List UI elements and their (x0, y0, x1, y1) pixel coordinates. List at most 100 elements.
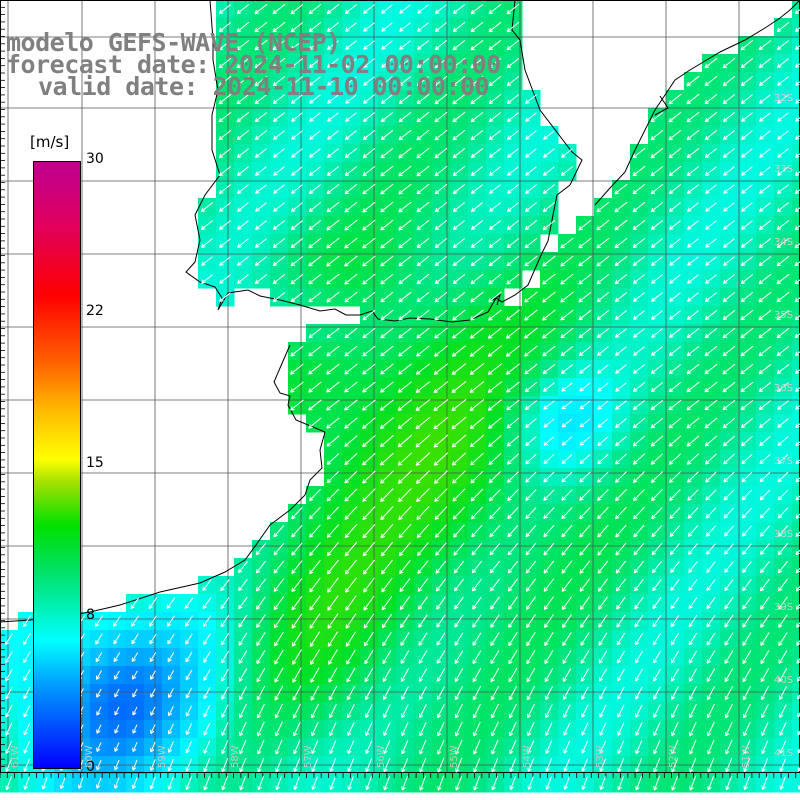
wind-arrow (614, 255, 628, 267)
wind-arrow (434, 75, 448, 87)
wind-arrow (615, 506, 627, 520)
wind-arrow (419, 739, 427, 755)
wind-arrow (290, 21, 304, 33)
wind-arrow (524, 400, 538, 411)
wind-arrow (488, 435, 502, 447)
wind-arrow (686, 111, 700, 123)
wind-arrow (326, 166, 339, 176)
wind-arrow (257, 775, 265, 791)
wind-arrow (397, 399, 413, 411)
wind-arrow (167, 633, 175, 645)
wind-arrow (362, 147, 376, 159)
wind-arrow (652, 632, 662, 646)
latitude-label: 36S (774, 383, 794, 394)
wind-arrow (255, 542, 267, 556)
wind-arrow (148, 597, 158, 609)
wind-arrow (794, 9, 800, 15)
wind-arrow (236, 129, 250, 141)
wind-arrow (364, 631, 374, 647)
wind-arrow (525, 560, 537, 574)
wind-arrow (329, 758, 337, 772)
wind-arrow (416, 165, 430, 177)
wind-arrow (740, 112, 753, 122)
wind-arrow (596, 201, 610, 213)
wind-arrow (761, 758, 769, 772)
wind-arrow (273, 578, 285, 592)
wind-arrow (452, 129, 466, 141)
wind-arrow (686, 381, 700, 393)
wind-arrow (579, 453, 591, 465)
wind-arrow (329, 740, 337, 754)
wind-arrow (436, 686, 445, 701)
wind-arrow (273, 524, 285, 538)
wind-arrow (671, 686, 679, 700)
wind-arrow (742, 561, 752, 573)
wind-arrow (723, 238, 735, 248)
wind-arrow (415, 363, 430, 375)
wind-arrow (398, 327, 412, 339)
wind-cell (792, 234, 800, 253)
wind-arrow (469, 399, 485, 412)
wind-arrow (362, 363, 376, 375)
wind-arrow (759, 560, 770, 574)
wind-arrow (362, 523, 376, 539)
wind-arrow (274, 703, 283, 719)
wind-arrow (722, 274, 735, 284)
wind-arrow (614, 219, 628, 231)
colorbar (33, 161, 81, 769)
wind-arrow (722, 93, 736, 105)
wind-arrow (452, 184, 466, 195)
wind-arrow (362, 541, 376, 557)
wind-arrow (257, 739, 265, 755)
longitude-label: 53W (595, 745, 606, 768)
wind-arrow (436, 703, 445, 719)
wind-arrow (652, 578, 662, 592)
wind-arrow (581, 722, 589, 736)
wind-arrow (400, 668, 410, 682)
wind-arrow (614, 310, 627, 320)
wind-cell (792, 126, 800, 145)
wind-arrow (362, 273, 376, 285)
wind-arrow (382, 631, 392, 647)
wind-arrow (401, 775, 409, 791)
wind-arrow (326, 148, 339, 158)
wind-arrow (470, 111, 484, 123)
wind-arrow (365, 776, 373, 791)
wind-cell (792, 666, 800, 685)
wind-arrow (308, 202, 322, 213)
wind-arrow (722, 327, 736, 339)
wind-cell (792, 702, 800, 721)
wind-arrow (471, 578, 482, 592)
wind-arrow (544, 650, 554, 665)
wind-arrow (560, 273, 574, 285)
wind-arrow (525, 184, 537, 194)
wind-arrow (362, 183, 376, 195)
wind-arrow (615, 560, 627, 574)
wind-arrow (380, 219, 394, 231)
wind-arrow (490, 703, 499, 719)
wind-arrow (488, 220, 501, 230)
latitude-label: 38S (774, 529, 794, 540)
wind-arrow (327, 631, 339, 647)
wind-arrow (632, 453, 646, 465)
wind-arrow (308, 255, 322, 267)
wind-arrow (236, 148, 250, 159)
wind-arrow (363, 76, 375, 86)
wind-arrow (221, 722, 229, 736)
wind-arrow (344, 273, 358, 285)
wind-arrow (632, 219, 646, 231)
wind-arrow (776, 184, 789, 194)
wind-arrow (254, 112, 268, 123)
wind-arrow (634, 596, 644, 610)
wind-arrow (328, 703, 337, 719)
wind-arrow (507, 166, 519, 176)
wind-arrow (417, 22, 429, 32)
wind-arrow (722, 112, 736, 123)
wind-arrow (327, 613, 339, 629)
wind-arrow (218, 184, 231, 194)
wind-arrow (185, 723, 193, 735)
wind-arrow (778, 632, 788, 646)
wind-arrow (704, 111, 718, 123)
wind-arrow (256, 685, 266, 701)
wind-cell (792, 270, 800, 289)
